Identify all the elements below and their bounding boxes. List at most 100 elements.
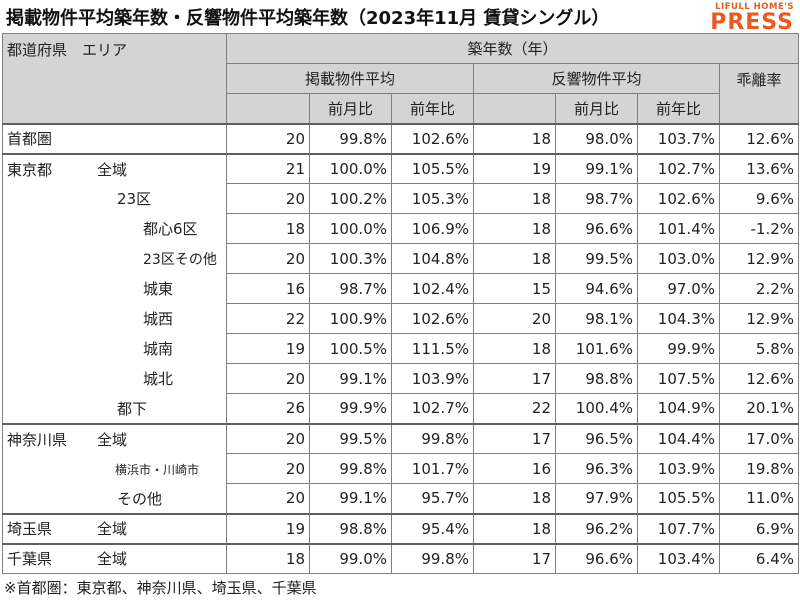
prefecture-label: 埼玉県	[7, 520, 53, 538]
listed-yoy-cell: 106.9%	[391, 213, 474, 244]
header-inquired-mom: 前月比	[555, 93, 638, 124]
listed-yoy-cell: 103.9%	[391, 363, 474, 394]
listed-mom-cell: 99.1%	[309, 483, 392, 514]
table-row: 都下 26 99.9% 102.7% 22 100.4% 104.9% 20.1%	[2, 393, 800, 424]
table-row: 横浜市・川崎市 20 99.8% 101.7% 16 96.3% 103.9% 19.8%	[2, 453, 800, 484]
inquired-mom-cell: 97.9%	[555, 483, 638, 514]
inquired-yoy-cell: 104.9%	[637, 393, 720, 424]
row-label: 都下	[2, 393, 227, 424]
inquired-age-cell: 18	[473, 122, 556, 154]
listed-age-cell: 18	[226, 542, 310, 574]
divergence-rate-cell: 9.6%	[718, 183, 800, 214]
divergence-rate-cell: 11.0%	[718, 483, 800, 514]
row-label: 神奈川県 全域	[2, 422, 227, 454]
table-row: 千葉県 全域 18 99.0% 99.8% 17 96.6% 103.4% 6.4%	[2, 542, 800, 574]
row-label: 東京都 全域	[2, 152, 227, 184]
divergence-rate-cell: 5.8%	[718, 333, 800, 364]
row-label: 横浜市・川崎市	[2, 453, 227, 484]
table-row: 城東 16 98.7% 102.4% 15 94.6% 97.0% 2.2%	[2, 273, 800, 304]
listed-age-cell: 20	[226, 453, 310, 484]
divergence-rate-cell: 12.6%	[718, 122, 800, 154]
listed-mom-cell: 99.8%	[309, 453, 392, 484]
inquired-mom-cell: 98.8%	[555, 363, 638, 394]
divergence-rate-cell: 12.9%	[718, 303, 800, 334]
inquired-age-cell: 19	[473, 152, 556, 184]
table-body: 首都圏 20 99.8% 102.6% 18 98.0% 103.7% 12.6% 東京都 全域 2…	[2, 122, 800, 574]
inquired-mom-cell: 96.5%	[555, 422, 638, 454]
inquired-mom-cell: 96.6%	[555, 213, 638, 244]
divergence-rate-cell: 12.9%	[718, 243, 800, 274]
listed-yoy-cell: 105.5%	[391, 152, 474, 184]
prefecture-label: 神奈川県	[7, 430, 68, 449]
row-label: 城西	[2, 303, 227, 334]
row-label: 城南	[2, 333, 227, 364]
header-blank-inquired	[473, 93, 556, 124]
inquired-yoy-cell: 103.4%	[637, 542, 720, 574]
row-label: 埼玉県 全域	[2, 512, 227, 544]
row-label: 都心6区	[2, 213, 227, 244]
brand-logo: LIFULL HOME'S PRESS	[698, 2, 794, 34]
listed-mom-cell: 99.8%	[309, 122, 392, 154]
listed-mom-cell: 99.0%	[309, 542, 392, 574]
area-label: 城東	[143, 280, 174, 298]
inquired-age-cell: 18	[473, 243, 556, 274]
inquired-age-cell: 18	[473, 333, 556, 364]
listed-mom-cell: 99.1%	[309, 363, 392, 394]
listed-yoy-cell: 111.5%	[391, 333, 474, 364]
row-label: 首都圏	[2, 122, 227, 154]
inquired-age-cell: 18	[473, 512, 556, 544]
inquired-yoy-cell: 107.7%	[637, 512, 720, 544]
area-label: 横浜市・川崎市	[115, 462, 200, 477]
prefecture-label: 東京都	[7, 160, 53, 179]
inquired-yoy-cell: 107.5%	[637, 363, 720, 394]
header-listed-mom: 前月比	[309, 93, 392, 124]
inquired-yoy-cell: 104.3%	[637, 303, 720, 334]
age-table: 都道府県 エリア 築年数（年） 掲載物件平均 反響物件平均 乖離率 前月比 前年…	[2, 33, 800, 574]
listed-age-cell: 26	[226, 393, 310, 424]
table-row: その他 20 99.1% 95.7% 18 97.9% 105.5% 11.0%	[2, 483, 800, 514]
listed-yoy-cell: 102.4%	[391, 273, 474, 304]
inquired-age-cell: 17	[473, 422, 556, 454]
inquired-age-cell: 18	[473, 183, 556, 214]
inquired-age-cell: 15	[473, 273, 556, 304]
area-label: 全域	[97, 160, 128, 179]
area-label: 城南	[143, 340, 174, 358]
listed-age-cell: 21	[226, 152, 310, 184]
inquired-yoy-cell: 102.7%	[637, 152, 720, 184]
divergence-rate-cell: -1.2%	[718, 213, 800, 244]
inquired-age-cell: 17	[473, 363, 556, 394]
listed-mom-cell: 100.5%	[309, 333, 392, 364]
listed-age-cell: 20	[226, 243, 310, 274]
listed-age-cell: 20	[226, 183, 310, 214]
inquired-mom-cell: 101.6%	[555, 333, 638, 364]
table-row: 首都圏 20 99.8% 102.6% 18 98.0% 103.7% 12.6%	[2, 122, 800, 154]
listed-age-cell: 19	[226, 512, 310, 544]
divergence-rate-cell: 19.8%	[718, 453, 800, 484]
row-label: 23区その他	[2, 243, 227, 274]
listed-yoy-cell: 102.6%	[391, 303, 474, 334]
table-row: 埼玉県 全域 19 98.8% 95.4% 18 96.2% 107.7% 6.9%	[2, 512, 800, 544]
listed-mom-cell: 100.0%	[309, 152, 392, 184]
listed-mom-cell: 99.5%	[309, 422, 392, 454]
listed-mom-cell: 98.8%	[309, 512, 392, 544]
area-label: 都心6区	[143, 220, 198, 238]
listed-mom-cell: 100.0%	[309, 213, 392, 244]
listed-age-cell: 22	[226, 303, 310, 334]
divergence-rate-cell: 13.6%	[718, 152, 800, 184]
table-row: 23区その他 20 100.3% 104.8% 18 99.5% 103.0% 12.9%	[2, 243, 800, 274]
inquired-mom-cell: 98.7%	[555, 183, 638, 214]
inquired-mom-cell: 99.5%	[555, 243, 638, 274]
inquired-mom-cell: 98.1%	[555, 303, 638, 334]
listed-age-cell: 20	[226, 422, 310, 454]
inquired-age-cell: 20	[473, 303, 556, 334]
inquired-yoy-cell: 104.4%	[637, 422, 720, 454]
listed-age-cell: 20	[226, 363, 310, 394]
area-label: 23区	[117, 190, 152, 208]
divergence-rate-cell: 6.4%	[718, 542, 800, 574]
area-label: 城北	[143, 370, 174, 388]
divergence-rate-cell: 6.9%	[718, 512, 800, 544]
header-blank-listed	[226, 93, 310, 124]
table-row: 城北 20 99.1% 103.9% 17 98.8% 107.5% 12.6%	[2, 363, 800, 394]
listed-age-cell: 20	[226, 483, 310, 514]
inquired-mom-cell: 98.0%	[555, 122, 638, 154]
